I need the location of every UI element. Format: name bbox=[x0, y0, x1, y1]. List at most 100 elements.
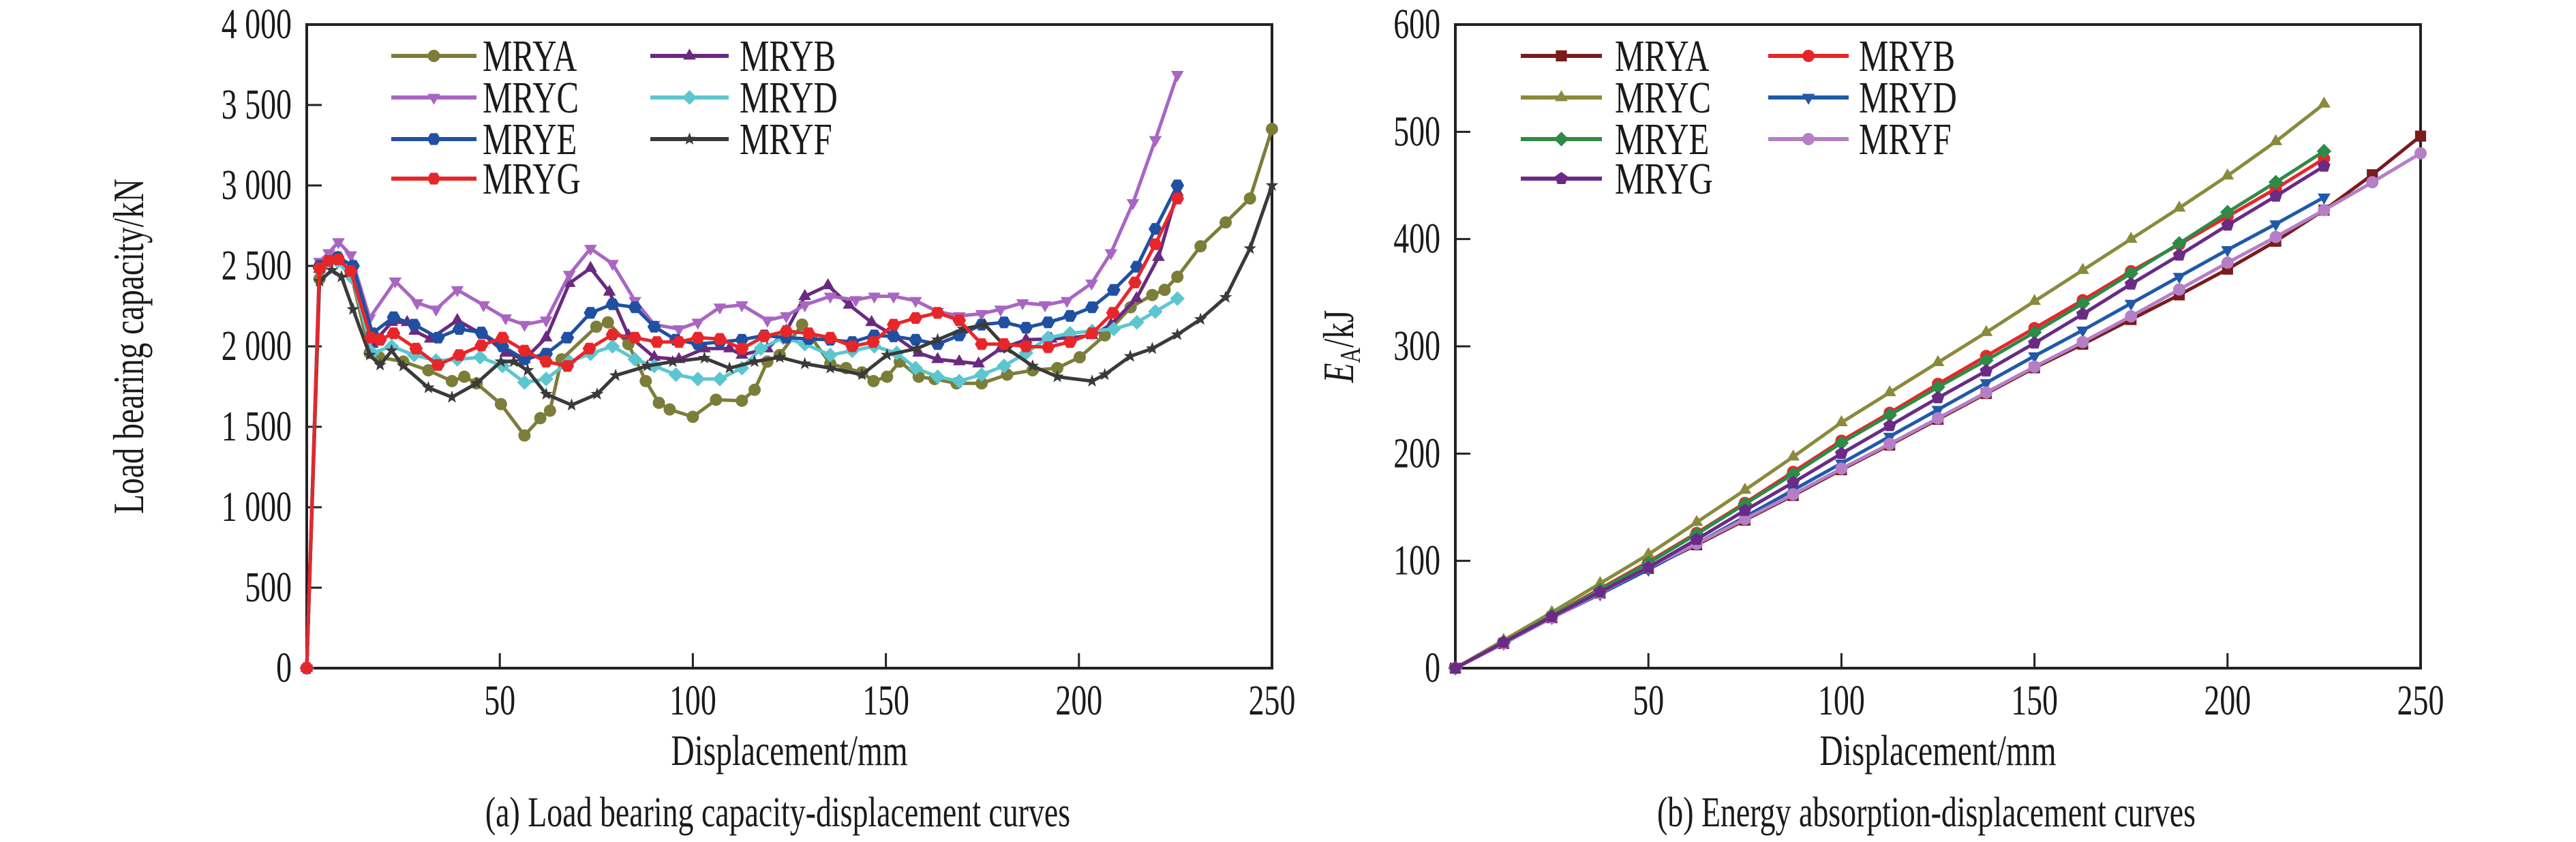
legend-label: MRYB bbox=[740, 31, 836, 81]
data-point-mryg bbox=[1063, 336, 1077, 348]
data-point-mryd bbox=[2221, 246, 2234, 258]
data-point-mryc bbox=[1690, 515, 1703, 526]
legend-label: MRYC bbox=[483, 72, 579, 123]
data-point-mrye bbox=[1041, 316, 1055, 329]
data-point-mryg bbox=[331, 253, 346, 265]
data-point-mryf bbox=[494, 355, 508, 367]
y-axis-label-symbol: E bbox=[1315, 363, 1363, 383]
data-point-mryd bbox=[406, 347, 422, 363]
legend-marker bbox=[683, 132, 696, 145]
data-point-mryg bbox=[496, 331, 510, 344]
data-point-mryc bbox=[2221, 168, 2234, 180]
data-point-mryc bbox=[1126, 199, 1140, 211]
series-line-mryf bbox=[305, 185, 1274, 669]
data-point-mryc bbox=[1883, 385, 1896, 397]
data-point-mrye bbox=[2027, 325, 2042, 340]
data-point-mryd bbox=[797, 336, 813, 352]
data-point-mrye bbox=[1019, 322, 1033, 334]
data-point-mryc bbox=[1980, 325, 1993, 336]
data-point-mryg bbox=[387, 327, 401, 340]
data-point-mryd bbox=[997, 359, 1012, 374]
data-point-mryg bbox=[1594, 585, 1607, 598]
data-point-mrye bbox=[1834, 435, 1849, 451]
data-point-mrye bbox=[387, 311, 401, 323]
data-point-mryg bbox=[713, 333, 727, 345]
data-point-mryg bbox=[431, 359, 445, 371]
data-point-mryd bbox=[517, 375, 532, 390]
data-point-mryb bbox=[723, 341, 736, 352]
data-point-mryc bbox=[2172, 200, 2186, 212]
data-point-mryg bbox=[1835, 447, 1848, 460]
data-point-mryb bbox=[821, 278, 834, 290]
data-point-mryb bbox=[798, 288, 811, 300]
data-point-mrye bbox=[431, 331, 445, 344]
y-tick-label: 600 bbox=[1393, 0, 1440, 47]
data-point-mryd bbox=[2269, 220, 2282, 232]
data-point-mryd bbox=[952, 374, 967, 389]
series-mryg bbox=[1449, 159, 2331, 674]
y-tick-label: 2 500 bbox=[222, 241, 292, 288]
data-point-mryb bbox=[603, 284, 616, 296]
panel-energy-absorption: 0 100 200 300 400 500 600 50 100 150 200 250 Displac… bbox=[1315, 0, 2444, 835]
data-point-mryf bbox=[2318, 204, 2331, 217]
data-point-mryf bbox=[346, 302, 360, 315]
data-point-mrye bbox=[1170, 179, 1185, 192]
data-point-mryg bbox=[1149, 238, 1162, 250]
legend-item-mryg: MRYG bbox=[1521, 153, 1713, 204]
legend-item-mryc: MRYC bbox=[1521, 72, 1711, 123]
data-point-mryg bbox=[1787, 475, 1800, 488]
data-point-mryc bbox=[332, 238, 345, 250]
data-point-mryg bbox=[650, 336, 664, 348]
data-point-mrya bbox=[1098, 329, 1111, 342]
data-point-mryc bbox=[1594, 575, 1607, 588]
x-tick-label: 100 bbox=[1818, 676, 1865, 723]
y-tick-label: 3 000 bbox=[222, 161, 292, 208]
data-point-mrya bbox=[663, 403, 676, 416]
data-point-mryc bbox=[410, 299, 424, 311]
data-point-mryf bbox=[641, 359, 654, 372]
data-point-mryf bbox=[374, 358, 387, 371]
legend-label: MRYE bbox=[483, 114, 577, 164]
data-point-mryg bbox=[1545, 610, 1558, 622]
legend-item-mryd: MRYD bbox=[650, 72, 838, 123]
data-point-mryc bbox=[672, 325, 686, 337]
data-point-mryg bbox=[452, 349, 466, 361]
data-point-mryc bbox=[691, 318, 705, 330]
y-tick-label: 100 bbox=[1393, 537, 1440, 584]
data-point-mryf bbox=[2028, 360, 2041, 373]
data-point-mryc bbox=[1787, 449, 1800, 461]
series-mryg bbox=[300, 192, 1185, 674]
data-point-mryg bbox=[887, 318, 900, 331]
data-point-mryf bbox=[2269, 230, 2282, 243]
data-point-mryd bbox=[1980, 379, 1993, 391]
data-point-mrye bbox=[2075, 296, 2091, 311]
data-point-mryd bbox=[1040, 330, 1056, 346]
data-point-mryb bbox=[952, 354, 966, 365]
legend-marker bbox=[427, 133, 441, 145]
data-point-mrya bbox=[1171, 271, 1184, 284]
data-point-mrya bbox=[710, 393, 723, 406]
data-point-mryc bbox=[780, 312, 793, 324]
data-point-mryf bbox=[590, 387, 604, 400]
y-tick-label: 4 000 bbox=[222, 0, 292, 47]
legend-label: MRYE bbox=[1615, 114, 1709, 164]
series-mryf bbox=[300, 179, 1279, 674]
data-point-mrya bbox=[1243, 192, 1256, 205]
data-point-mryc bbox=[344, 251, 357, 262]
data-point-mryc bbox=[389, 277, 402, 289]
data-point-mryc bbox=[849, 296, 862, 307]
data-point-mryd bbox=[605, 339, 620, 354]
data-point-mryb bbox=[865, 315, 878, 327]
data-point-mryd bbox=[2028, 352, 2041, 363]
data-point-mryc bbox=[2124, 231, 2138, 243]
data-point-mrya bbox=[736, 394, 748, 407]
x-tick-label: 200 bbox=[1055, 676, 1102, 723]
data-point-mrye bbox=[474, 327, 488, 339]
legend-label: MRYG bbox=[1615, 153, 1713, 204]
y-axis-label-unit: /kJ bbox=[1315, 310, 1363, 348]
data-point-mryc bbox=[2028, 294, 2041, 305]
data-point-mryc bbox=[761, 316, 774, 328]
data-point-mryg bbox=[1106, 307, 1120, 319]
legend-marker bbox=[1555, 172, 1568, 184]
data-point-mryf bbox=[931, 333, 944, 346]
